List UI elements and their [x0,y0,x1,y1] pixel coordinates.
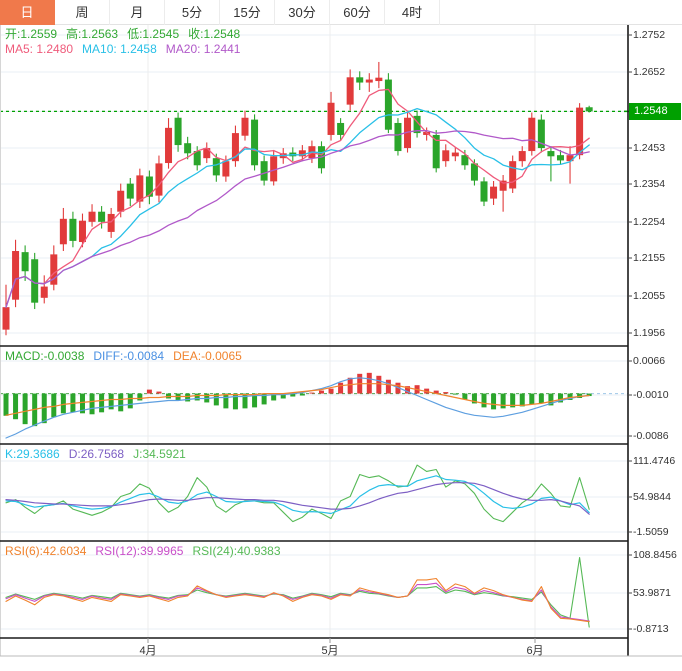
ohlc-low: 低:1.2545 [127,27,180,41]
price-axis-label: 1.2453 [633,142,666,154]
tab-monthly[interactable]: 月 [110,0,165,25]
current-price-label: 1.2548 [629,103,681,120]
macd-axis-label: 0.0066 [633,355,666,367]
price-axis-label: 1.2354 [633,178,666,190]
kdj-axis-label: -1.5059 [633,526,669,538]
kdj-j: J:34.5921 [133,447,186,461]
macd-dea: DEA:-0.0065 [173,349,242,363]
tab-4hour[interactable]: 4时 [385,0,440,25]
tab-30min[interactable]: 30分 [275,0,330,25]
rsi-rsi6: RSI(6):42.6034 [5,544,87,558]
price-axis-label: 1.2652 [633,66,666,78]
macd-legend: MACD:-0.0038 DIFF:-0.0084 DEA:-0.0065 [5,350,251,363]
ohlc-high: 高:1.2563 [66,27,119,41]
kdj-k: K:29.3686 [5,447,60,461]
ohlc-open: 开:1.2559 [5,27,58,41]
kdj-axis-label: 54.9844 [633,491,671,503]
tab-5min[interactable]: 5分 [165,0,220,25]
price-axis-label: 1.2752 [633,29,666,41]
tab-daily[interactable]: 日 [0,0,55,25]
kdj-axis-label: 111.4746 [633,455,676,467]
ohlc-legend: 开:1.2559 高:1.2563 低:1.2545 收:1.2548 [5,28,249,41]
macd-axis-label: -0.0086 [633,430,669,442]
rsi-axis-label: -0.8713 [633,623,669,635]
price-axis-label: 1.2155 [633,252,666,264]
kdj-d: D:26.7568 [68,447,125,461]
ma-ma20: MA20: 1.2441 [165,42,241,56]
ma-ma5: MA5: 1.2480 [5,42,74,56]
macd-diff: DIFF:-0.0084 [93,349,165,363]
period-tabbar: 日周月 5分 15分 30分 60分 4时 [0,0,682,25]
rsi-legend: RSI(6):42.6034 RSI(12):39.9965 RSI(24):40.… [5,545,290,558]
rsi-rsi24: RSI(24):40.9383 [192,544,281,558]
rsi-axis-label: 53.9871 [633,587,671,599]
tab-weekly[interactable]: 周 [55,0,110,25]
ohlc-close: 收:1.2548 [188,27,241,41]
rsi-axis-label: 108.8456 [633,549,677,561]
price-axis-label: 1.1956 [633,327,666,339]
macd-axis-label: -0.0010 [633,389,669,401]
ma-ma10: MA10: 1.2458 [82,42,157,56]
x-axis-label-6月: 6月 [526,645,544,657]
macd-macd: MACD:-0.0038 [5,349,85,363]
x-axis-label-5月: 5月 [321,645,339,657]
rsi-rsi12: RSI(12):39.9965 [95,544,184,558]
price-axis-label: 1.2055 [633,290,666,302]
tab-15min[interactable]: 15分 [220,0,275,25]
x-axis-label-4月: 4月 [139,645,157,657]
ma-legend: MA5: 1.2480 MA10: 1.2458 MA20: 1.2441 [5,43,249,56]
price-axis-label: 1.2254 [633,216,666,228]
tab-60min[interactable]: 60分 [330,0,385,25]
kdj-legend: K:29.3686 D:26.7568 J:34.5921 [5,448,195,461]
